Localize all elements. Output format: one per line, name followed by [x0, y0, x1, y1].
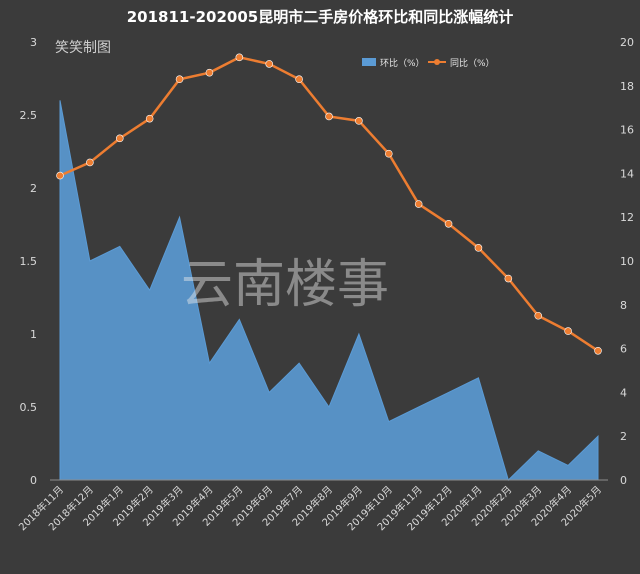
y-right-tick-label: 8 [620, 299, 627, 312]
y-left-tick-label: 3 [30, 36, 37, 49]
legend: 环比（%） 同比（%） [362, 57, 495, 69]
chart-title: 201811-202005昆明市二手房价格环比和同比涨幅统计 [127, 8, 513, 26]
line-tongbi-point [534, 311, 543, 320]
line-tongbi-point [504, 274, 513, 283]
line-tongbi-point [384, 149, 393, 158]
y-right-tick-label: 10 [620, 255, 634, 268]
y-right-tick-label: 4 [620, 386, 627, 399]
y-left-tick-label: 0.5 [20, 401, 38, 414]
line-tongbi-point [56, 171, 64, 180]
line-tongbi-point [564, 327, 572, 335]
area-huanbi [59, 100, 599, 481]
y-right-tick-label: 18 [620, 80, 634, 93]
line-tongbi-point [235, 53, 244, 62]
y-right-tick-label: 6 [620, 343, 627, 356]
watermark-center: 云南楼事 [181, 255, 389, 315]
y-left-tick-label: 2 [30, 182, 37, 195]
line-tongbi-point [86, 158, 94, 167]
line-tongbi-point [474, 244, 483, 252]
area-series-layer [59, 100, 599, 481]
legend-swatch-huanbi [362, 58, 376, 66]
y-left-tick-label: 2.5 [20, 109, 38, 122]
line-tongbi-point [295, 75, 303, 84]
y-left-tick-label: 0 [30, 474, 37, 487]
line-tongbi-point [325, 112, 333, 121]
y-right-tick-label: 2 [620, 430, 627, 443]
line-tongbi-point [355, 117, 363, 125]
y-left-tick-label: 1 [30, 328, 37, 341]
line-tongbi-point [205, 68, 214, 77]
line-tongbi-point [175, 75, 184, 84]
y-right-tick-label: 14 [620, 167, 634, 180]
y-left-tick-label: 1.5 [20, 255, 38, 268]
x-axis: 2018年11月2018年12月2019年1月2019年2月2019年3月201… [16, 479, 608, 533]
y-right-tick-label: 20 [620, 36, 634, 49]
y-right-tick-label: 12 [620, 211, 634, 224]
line-tongbi-point [594, 346, 602, 355]
line-tongbi-point [265, 60, 274, 68]
y-right-tick-label: 0 [620, 474, 627, 487]
y-right-tick-label: 16 [620, 124, 634, 137]
line-tongbi-point [115, 134, 124, 143]
y-axis-right: 0 2 4 6 8 10 12 14 16 18 20 [620, 36, 634, 487]
line-tongbi-point [414, 200, 423, 208]
y-axis-left: 0 0.5 1 1.5 2 2.5 3 [20, 36, 38, 487]
watermark-corner: 笑笑制图 [55, 40, 111, 56]
legend-label-tongbi: 同比（%） [450, 57, 495, 69]
legend-label-huanbi: 环比（%） [380, 57, 425, 69]
line-tongbi-point [444, 219, 453, 228]
line-tongbi-point [145, 114, 154, 123]
line-series-layer [56, 53, 602, 355]
legend-swatch-tongbi-marker [434, 59, 440, 65]
